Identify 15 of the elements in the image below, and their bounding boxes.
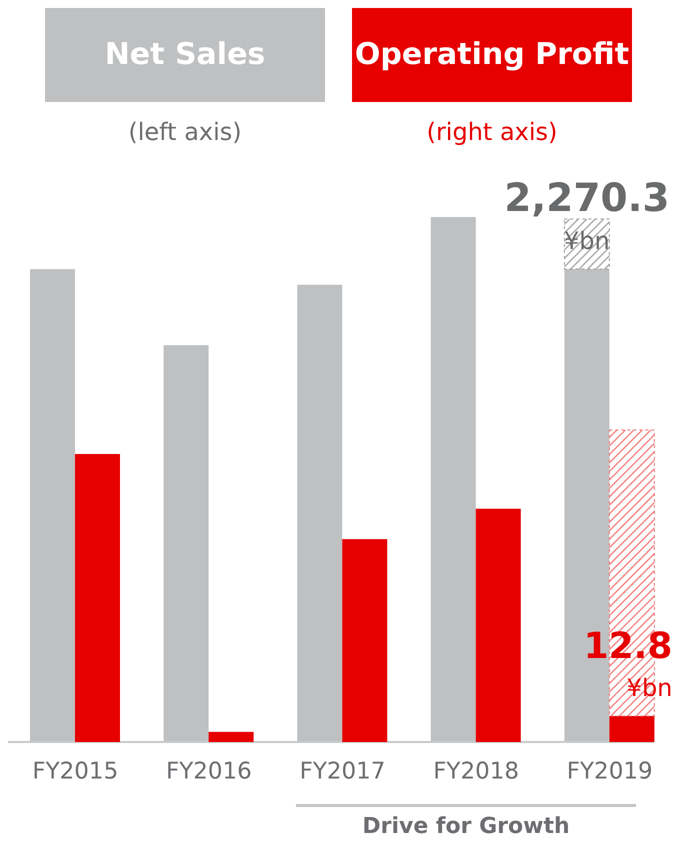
bar [208, 732, 254, 742]
data-label: 2,270.3 [504, 176, 670, 222]
y2-axis-title: (right axis) [426, 118, 558, 146]
x-tick-label: FY2018 [432, 758, 519, 784]
y-axis-title: (left axis) [127, 118, 243, 146]
x-tick-label: FY2016 [165, 758, 252, 784]
text: Drive for Growth [361, 814, 571, 839]
x-tick-label: FY2019 [566, 758, 652, 784]
data-label: 12.8 [583, 626, 672, 668]
text: Operating Profit [352, 8, 632, 102]
x-tick-label: FY2015 [32, 758, 118, 784]
annotation: ¥bn [626, 674, 672, 702]
bar [608, 716, 654, 742]
x-tick-label: FY2017 [299, 758, 385, 784]
text: Net Sales [45, 8, 325, 102]
